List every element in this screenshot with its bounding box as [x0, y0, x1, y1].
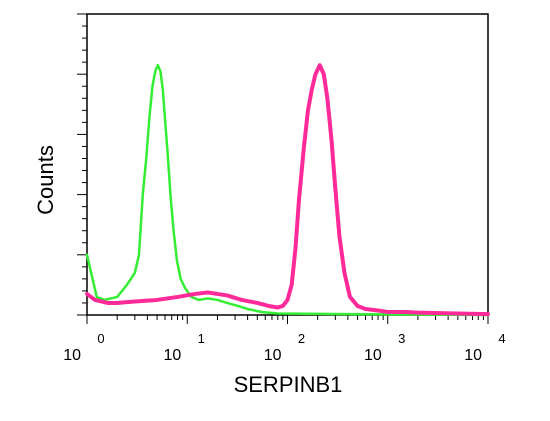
y-axis-label: Counts — [33, 145, 58, 215]
x-axis-label: SERPINB1 — [234, 372, 343, 397]
x-tick-label-exponent: 3 — [398, 331, 405, 346]
x-tick-label-exponent: 4 — [498, 331, 505, 346]
x-tick-label-base: 10 — [63, 347, 81, 364]
x-tick-label: 10 0 — [63, 331, 104, 364]
x-tick-label-exponent: 1 — [198, 331, 205, 346]
x-tick-label-base: 10 — [364, 347, 382, 364]
x-tick-label: 10 4 — [464, 331, 505, 364]
series-layer — [85, 63, 490, 317]
x-tick-label-base: 10 — [464, 347, 482, 364]
x-tick-label-exponent: 0 — [97, 331, 104, 346]
x-tick-label: 10 1 — [163, 331, 204, 364]
x-tick-label-exponent: 2 — [298, 331, 305, 346]
series-line-2 — [85, 63, 490, 317]
x-tick-label: 10 3 — [364, 331, 405, 364]
tick-marks — [77, 13, 489, 324]
plot-frame — [86, 13, 489, 316]
x-tick-label: 10 2 — [264, 331, 305, 364]
x-tick-label-base: 10 — [163, 347, 181, 364]
x-tick-labels: 10 0 10 1 10 2 10 3 10 4 — [63, 331, 505, 364]
x-tick-label-base: 10 — [264, 347, 282, 364]
series-line-1 — [85, 63, 490, 317]
